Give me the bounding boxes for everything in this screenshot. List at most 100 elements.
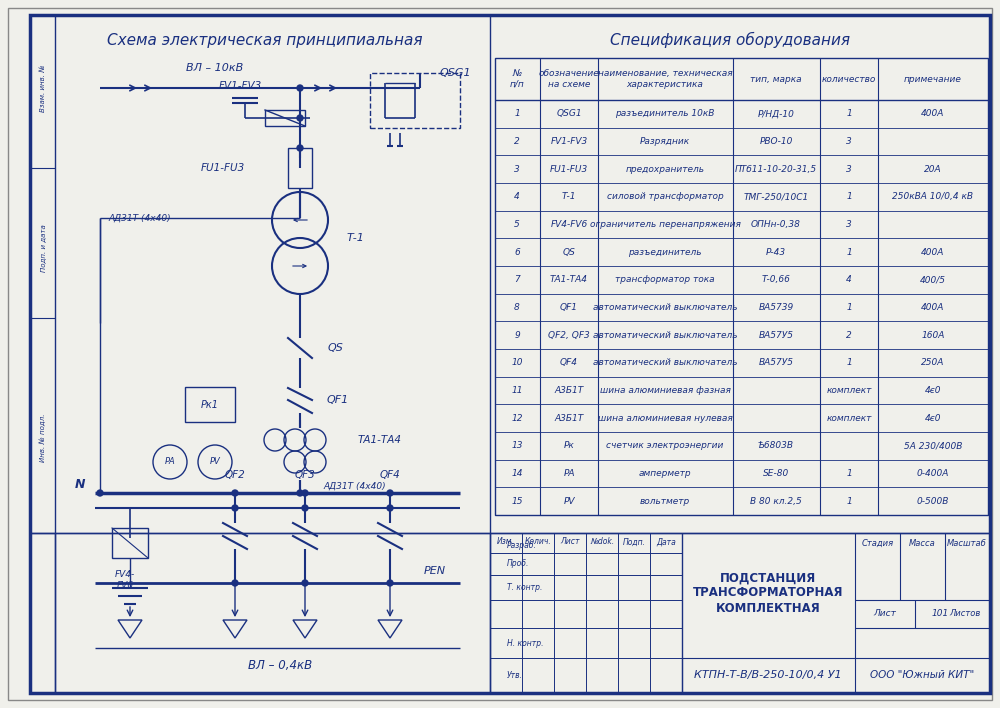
Bar xyxy=(495,58,988,515)
Text: QF1: QF1 xyxy=(327,395,349,405)
Text: ВА5739: ВА5739 xyxy=(758,303,794,312)
Text: QF2, QF3: QF2, QF3 xyxy=(548,331,590,340)
Circle shape xyxy=(387,505,393,511)
Circle shape xyxy=(297,145,303,151)
Text: FU1-FU3: FU1-FU3 xyxy=(550,165,588,173)
Text: амперметр: амперметр xyxy=(639,469,691,478)
Text: QF3: QF3 xyxy=(295,470,315,480)
Text: 4є0: 4є0 xyxy=(925,413,941,423)
Text: 1: 1 xyxy=(846,303,852,312)
Text: QS: QS xyxy=(563,248,575,257)
Text: вольтметр: вольтметр xyxy=(640,497,690,506)
Text: 13: 13 xyxy=(511,441,523,450)
Text: PV: PV xyxy=(563,497,575,506)
Text: В 80 кл.2,5: В 80 кл.2,5 xyxy=(750,497,802,506)
Text: Инв. № подл.: Инв. № подл. xyxy=(40,413,46,462)
Text: Разраб.: Разраб. xyxy=(507,542,537,551)
Text: 4є0: 4є0 xyxy=(925,386,941,395)
Text: Лист: Лист xyxy=(560,537,580,547)
Text: 0-500В: 0-500В xyxy=(917,497,949,506)
Text: ТМГ-250/10С1: ТМГ-250/10С1 xyxy=(743,193,809,201)
Text: 8: 8 xyxy=(514,303,520,312)
Circle shape xyxy=(97,490,103,496)
Text: ВЛ – 0,4кВ: ВЛ – 0,4кВ xyxy=(248,659,312,673)
Circle shape xyxy=(302,580,308,586)
Text: QSG1: QSG1 xyxy=(556,109,582,118)
Text: FU1-FU3: FU1-FU3 xyxy=(201,163,245,173)
Text: ПТб11-10-20-31,5: ПТб11-10-20-31,5 xyxy=(735,165,817,173)
Text: Утв.: Утв. xyxy=(507,670,523,680)
Text: Р/НД-10: Р/НД-10 xyxy=(758,109,794,118)
Text: ВА57У5: ВА57У5 xyxy=(759,331,794,340)
Text: 4: 4 xyxy=(846,275,852,285)
Text: автоматический выключатель: автоматический выключатель xyxy=(593,331,737,340)
Bar xyxy=(370,73,460,128)
Text: QSG1: QSG1 xyxy=(439,68,471,78)
Text: QF1: QF1 xyxy=(560,303,578,312)
Text: FV4-
FV6: FV4- FV6 xyxy=(115,571,135,590)
Text: 400А: 400А xyxy=(921,303,945,312)
Text: комплект: комплект xyxy=(826,413,872,423)
Text: счетчик электроэнергии: счетчик электроэнергии xyxy=(606,441,724,450)
Text: Взам. инв. №: Взам. инв. № xyxy=(40,64,46,112)
Text: 12: 12 xyxy=(511,413,523,423)
Circle shape xyxy=(387,490,393,496)
Text: 1: 1 xyxy=(846,469,852,478)
Text: Спецификация оборудования: Спецификация оборудования xyxy=(610,32,850,48)
Text: 10: 10 xyxy=(511,358,523,367)
Text: QF4: QF4 xyxy=(560,358,578,367)
Text: Масса: Масса xyxy=(909,539,935,547)
Text: Т-0,66: Т-0,66 xyxy=(762,275,790,285)
Text: FV1-FV3: FV1-FV3 xyxy=(550,137,588,146)
Text: шина алюминиевая фазная: шина алюминиевая фазная xyxy=(600,386,730,395)
Text: Подп.: Подп. xyxy=(622,537,646,547)
Text: 6: 6 xyxy=(514,248,520,257)
Text: разъединитель 10кВ: разъединитель 10кВ xyxy=(615,109,715,118)
Bar xyxy=(112,528,148,558)
Text: 5: 5 xyxy=(514,220,520,229)
Text: А3Б1Т: А3Б1Т xyxy=(554,386,584,395)
Text: 250кВА 10/0,4 кВ: 250кВА 10/0,4 кВ xyxy=(893,193,974,201)
Text: шина алюминиевая нулевая: шина алюминиевая нулевая xyxy=(598,413,732,423)
Circle shape xyxy=(297,85,303,91)
Circle shape xyxy=(297,115,303,121)
Text: Листов: Листов xyxy=(949,610,981,619)
Text: комплект: комплект xyxy=(826,386,872,395)
Text: Т-1: Т-1 xyxy=(562,193,576,201)
Text: QS: QS xyxy=(327,343,343,353)
Text: наименование, техническая
характеристика: наименование, техническая характеристика xyxy=(598,69,732,88)
Text: FV4-FV6: FV4-FV6 xyxy=(550,220,588,229)
Text: силовой трансформатор: силовой трансформатор xyxy=(607,193,723,201)
Text: автоматический выключатель: автоматический выключатель xyxy=(593,303,737,312)
Text: АД31Т (4х40): АД31Т (4х40) xyxy=(324,481,386,491)
Text: ВА57У5: ВА57У5 xyxy=(759,358,794,367)
Text: Подп. и дата: Подп. и дата xyxy=(40,224,46,272)
Text: Н. контр.: Н. контр. xyxy=(507,639,544,648)
Text: обозначение
на схеме: обозначение на схеме xyxy=(539,69,599,88)
Text: 101: 101 xyxy=(931,610,949,619)
Circle shape xyxy=(232,580,238,586)
Text: Т. контр.: Т. контр. xyxy=(507,583,542,593)
Bar xyxy=(30,533,490,693)
Text: 3: 3 xyxy=(514,165,520,173)
Circle shape xyxy=(387,580,393,586)
Text: Рк: Рк xyxy=(564,441,574,450)
Text: 20А: 20А xyxy=(924,165,942,173)
Text: А3Б1Т: А3Б1Т xyxy=(554,413,584,423)
Text: Схема электрическая принципиальная: Схема электрическая принципиальная xyxy=(107,33,423,47)
Text: 0-400А: 0-400А xyxy=(917,469,949,478)
Text: автоматический выключатель: автоматический выключатель xyxy=(593,358,737,367)
Text: Стадия: Стадия xyxy=(862,539,894,547)
Text: 3: 3 xyxy=(846,220,852,229)
Text: 1: 1 xyxy=(846,497,852,506)
Text: QF4: QF4 xyxy=(380,470,400,480)
Bar xyxy=(288,148,312,188)
Text: количество: количество xyxy=(822,74,876,84)
Text: N: N xyxy=(75,479,85,491)
Text: ТА1-ТА4: ТА1-ТА4 xyxy=(358,435,402,445)
Text: ООО "Южный КИТ": ООО "Южный КИТ" xyxy=(870,670,974,680)
Text: 400А: 400А xyxy=(921,248,945,257)
Text: ТА1-ТА4: ТА1-ТА4 xyxy=(550,275,588,285)
Text: 5А 230/400В: 5А 230/400В xyxy=(904,441,962,450)
Text: Т-1: Т-1 xyxy=(346,233,364,243)
